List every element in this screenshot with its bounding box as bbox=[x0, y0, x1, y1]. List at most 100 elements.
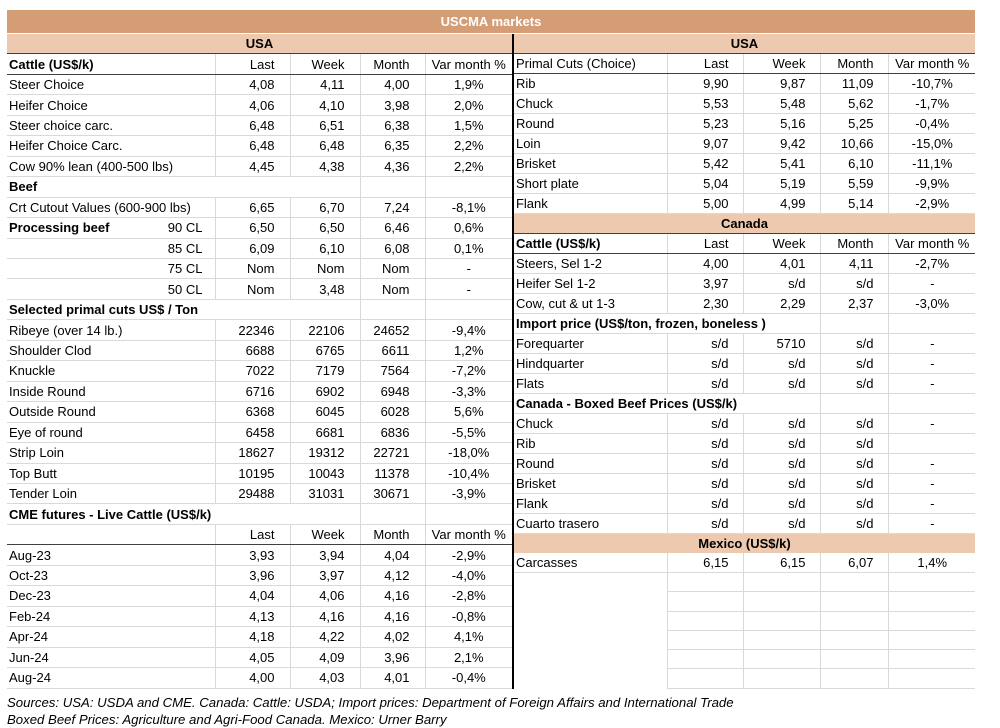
table-cell: Var month % bbox=[424, 53, 513, 75]
table-cell: 3,98 bbox=[359, 94, 425, 116]
region-band: Canada bbox=[513, 213, 975, 234]
table-cell: 4,05 bbox=[214, 647, 290, 669]
row-label: Short plate bbox=[513, 173, 668, 194]
table-row: Flats s/d s/d s/d - bbox=[513, 373, 975, 394]
table-cell: 4,00 bbox=[359, 74, 425, 96]
row-label: Processing beef 90 CL bbox=[7, 217, 215, 239]
table-row: Knuckle 7022 7179 7564 -7,2% bbox=[7, 360, 513, 382]
table-row: Aug-23 3,93 3,94 4,04 -2,9% bbox=[7, 544, 513, 566]
empty-cell bbox=[514, 611, 668, 630]
table-cell: 6,70 bbox=[289, 197, 360, 219]
table-cell: 6,50 bbox=[214, 217, 290, 239]
table-cell: 4,11 bbox=[820, 253, 889, 274]
table-cell: s/d bbox=[820, 473, 889, 494]
table-row: 85 CL 6,09 6,10 6,08 0,1% bbox=[7, 238, 513, 259]
section-header: Canada - Boxed Beef Prices (US$/k) bbox=[513, 393, 821, 414]
table-cell: 6458 bbox=[214, 422, 290, 444]
table-cell: 5,41 bbox=[743, 153, 821, 174]
table-row: 50 CL Nom 3,48 Nom - bbox=[7, 278, 513, 300]
table-row: Canada - Boxed Beef Prices (US$/k) bbox=[513, 393, 975, 414]
empty-cell bbox=[667, 668, 744, 689]
table-cell: 7179 bbox=[289, 360, 360, 382]
table-row: Cuarto trasero s/d s/d s/d - bbox=[513, 513, 975, 534]
table-cell: Nom bbox=[214, 278, 290, 300]
table-cell: 6,10 bbox=[289, 238, 360, 259]
empty-cell bbox=[820, 668, 889, 689]
table-cell bbox=[359, 503, 425, 525]
table-row: Selected primal cuts US$ / Ton bbox=[7, 298, 513, 321]
table-cell: s/d bbox=[820, 413, 889, 434]
row-label: Dec-23 bbox=[7, 585, 215, 607]
table-cell: Var month % bbox=[888, 53, 975, 74]
table-row: Crt Cutout Values (600-900 lbs) 6,65 6,70 7… bbox=[7, 197, 513, 219]
table-cell: -0,4% bbox=[424, 667, 513, 689]
row-label: Flats bbox=[513, 373, 668, 394]
table-cell: 3,97 bbox=[289, 565, 360, 587]
section-header: CME futures - Live Cattle (US$/k) bbox=[7, 503, 360, 525]
table-row: Beef bbox=[7, 176, 513, 198]
table-cell: s/d bbox=[667, 473, 744, 494]
empty-cell bbox=[743, 591, 821, 612]
table-row: Loin 9,07 9,42 10,66 -15,0% bbox=[513, 133, 975, 154]
sources-line-1: Sources: USA: USDA and CME. Canada: Catt… bbox=[7, 694, 734, 710]
table-row: Dec-23 4,04 4,06 4,16 -2,8% bbox=[7, 585, 513, 607]
title-bar: USCMA markets bbox=[7, 10, 975, 33]
table-cell: Nom bbox=[214, 258, 290, 280]
row-label: Rib bbox=[513, 73, 668, 94]
table-cell: s/d bbox=[820, 433, 889, 454]
empty-cell bbox=[743, 649, 821, 670]
table-row: Rib 9,90 9,87 11,09 -10,7% bbox=[513, 73, 975, 94]
table-cell: 6611 bbox=[359, 340, 425, 362]
table-cell: 22346 bbox=[214, 319, 290, 341]
row-label: Inside Round bbox=[7, 381, 215, 403]
table-cell: -2,9% bbox=[424, 544, 513, 566]
row-label: 85 CL bbox=[7, 238, 215, 259]
table-cell: 5,23 bbox=[667, 113, 744, 134]
table-cell: 11,09 bbox=[820, 73, 889, 94]
row-label: Oct-23 bbox=[7, 565, 215, 587]
table-cell bbox=[359, 298, 425, 321]
table-cell: -11,1% bbox=[888, 153, 975, 174]
table-cell: 4,16 bbox=[359, 606, 425, 628]
table-cell: 3,48 bbox=[289, 278, 360, 300]
table-cell: - bbox=[888, 273, 975, 294]
table-cell: 1,2% bbox=[424, 340, 513, 362]
row-label: Round bbox=[513, 453, 668, 474]
table-cell: 5,25 bbox=[820, 113, 889, 134]
table-cell: 4,10 bbox=[289, 94, 360, 116]
table-cell: Last bbox=[667, 233, 744, 254]
table-cell: 6045 bbox=[289, 401, 360, 423]
table-row: Eye of round 6458 6681 6836 -5,5% bbox=[7, 422, 513, 444]
table-row: Processing beef 90 CL 6,50 6,50 6,46 0,6% bbox=[7, 217, 513, 239]
table-cell: 1,4% bbox=[888, 553, 975, 573]
table-row: Heifer Choice Carc. 6,48 6,48 6,35 2,2% bbox=[7, 135, 513, 157]
table-cell: 6948 bbox=[359, 381, 425, 403]
empty-cell bbox=[820, 591, 889, 612]
table-cell: 6,51 bbox=[289, 115, 360, 137]
table-cell: 4,16 bbox=[359, 585, 425, 607]
empty-cell bbox=[667, 630, 744, 651]
table-cell: s/d bbox=[820, 373, 889, 394]
table-cell: s/d bbox=[743, 273, 821, 294]
table-cell: s/d bbox=[820, 453, 889, 474]
table-cell: 6688 bbox=[214, 340, 290, 362]
table-cell: -9,4% bbox=[424, 319, 513, 341]
table-cell: 4,03 bbox=[289, 667, 360, 689]
table-cell: 2,2% bbox=[424, 156, 513, 178]
table-cell: s/d bbox=[743, 453, 821, 474]
row-label: Steers, Sel 1-2 bbox=[513, 253, 668, 274]
table-cell: 4,99 bbox=[743, 193, 821, 214]
table-cell: 30671 bbox=[359, 483, 425, 505]
left-table: USA Cattle (US$/k) Last Week Month Var month … bbox=[7, 34, 513, 689]
table-row: Top Butt 10195 10043 11378 -10,4% bbox=[7, 463, 513, 484]
table-row: Apr-24 4,18 4,22 4,02 4,1% bbox=[7, 626, 513, 648]
table-cell bbox=[888, 433, 975, 454]
table-cell: - bbox=[424, 278, 513, 300]
table-cell: Var month % bbox=[424, 523, 513, 546]
sources-line-2: Boxed Beef Prices: Agriculture and Agri-… bbox=[7, 711, 447, 727]
region-band-label: USA bbox=[513, 34, 975, 54]
table-cell: 9,87 bbox=[743, 73, 821, 94]
row-label: Brisket bbox=[513, 153, 668, 174]
empty-cell bbox=[888, 630, 975, 651]
table-row: Steer Choice 4,08 4,11 4,00 1,9% bbox=[7, 74, 513, 96]
